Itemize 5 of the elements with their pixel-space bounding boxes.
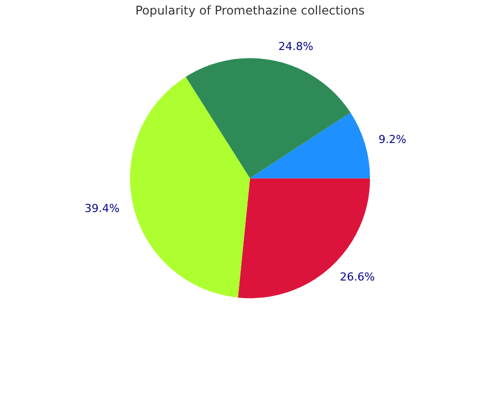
chart-title: Popularity of Promethazine collections — [135, 3, 365, 18]
data-label: 39.4% — [84, 202, 120, 215]
data-label: 9.2% — [378, 132, 406, 146]
data-label: 26.6% — [340, 270, 375, 284]
data-label: 24.8% — [278, 40, 314, 54]
